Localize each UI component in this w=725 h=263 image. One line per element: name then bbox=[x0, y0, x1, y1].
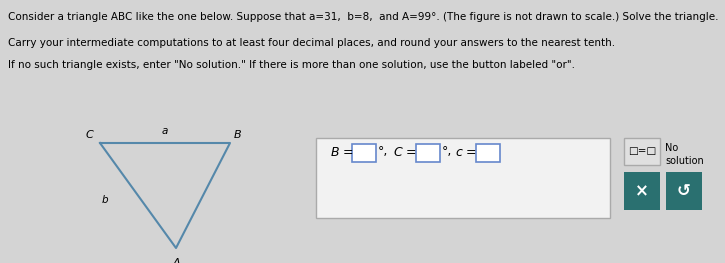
Text: If no such triangle exists, enter "No solution." If there is more than one solut: If no such triangle exists, enter "No so… bbox=[8, 60, 575, 70]
Text: No: No bbox=[665, 143, 679, 153]
Text: B: B bbox=[234, 130, 241, 140]
Text: a: a bbox=[162, 126, 168, 136]
Text: $B$ =: $B$ = bbox=[330, 145, 354, 159]
FancyBboxPatch shape bbox=[666, 172, 702, 210]
Text: ↺: ↺ bbox=[677, 182, 691, 200]
Text: □=□: □=□ bbox=[628, 146, 656, 156]
Text: Consider a triangle ABC like the one below. Suppose that a=31,  b=8,  and A=99°.: Consider a triangle ABC like the one bel… bbox=[8, 12, 718, 22]
Text: C: C bbox=[86, 130, 93, 140]
FancyBboxPatch shape bbox=[476, 144, 500, 162]
Text: solution: solution bbox=[665, 156, 704, 166]
Text: $C$ =: $C$ = bbox=[393, 145, 417, 159]
Text: °,: °, bbox=[442, 145, 452, 159]
Text: $c$ =: $c$ = bbox=[455, 145, 477, 159]
FancyBboxPatch shape bbox=[316, 138, 610, 218]
FancyBboxPatch shape bbox=[416, 144, 440, 162]
Text: Carry your intermediate computations to at least four decimal places, and round : Carry your intermediate computations to … bbox=[8, 38, 615, 48]
Text: °,: °, bbox=[378, 145, 389, 159]
Text: b: b bbox=[102, 195, 108, 205]
FancyBboxPatch shape bbox=[624, 138, 660, 165]
Text: ×: × bbox=[635, 182, 649, 200]
FancyBboxPatch shape bbox=[624, 172, 660, 210]
Text: A: A bbox=[172, 258, 180, 263]
FancyBboxPatch shape bbox=[352, 144, 376, 162]
